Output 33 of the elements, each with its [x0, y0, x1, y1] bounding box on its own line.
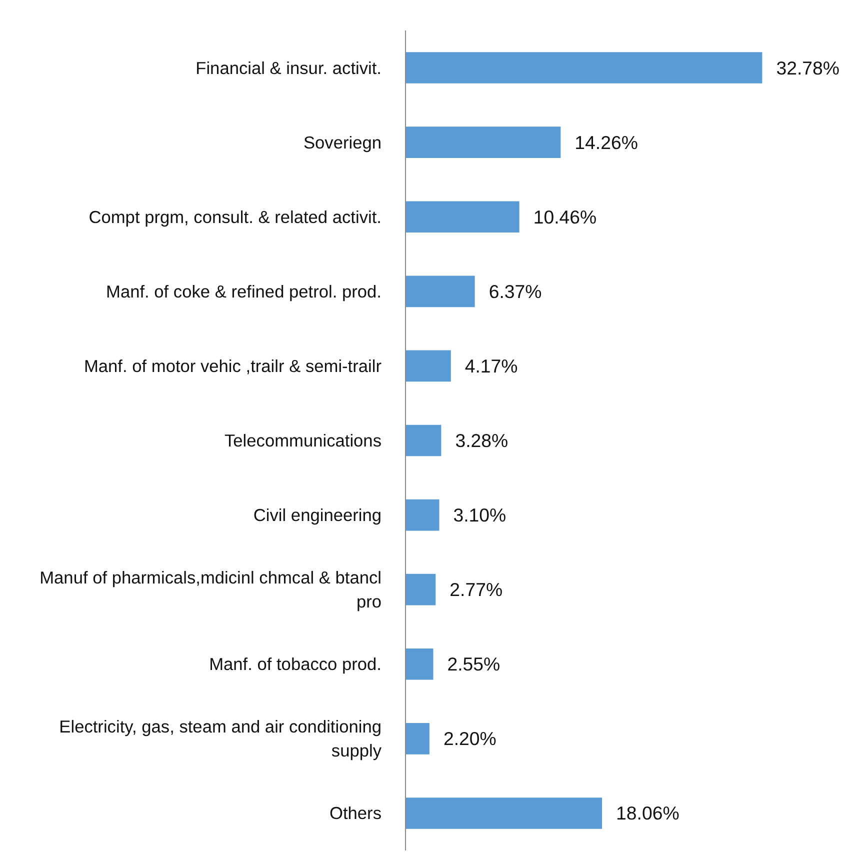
bar: [406, 798, 602, 829]
y-tick-label: Electricity, gas, steam and air conditioning supply: [59, 716, 382, 761]
bar: [406, 648, 434, 680]
bar: [406, 276, 475, 308]
y-tick-label: Manuf of pharmicals,mdicinl chmcal & btancl pro: [40, 568, 382, 612]
y-tick-label: Financial & insur. activit.: [196, 58, 382, 78]
bar: [406, 424, 442, 456]
y-tick-label: Compt prgm, consult. & related activit.: [88, 206, 382, 227]
data-label: 2.55%: [447, 654, 500, 675]
data-label: 4.17%: [464, 355, 518, 376]
y-tick-label: Manf. of tobacco prod.: [209, 654, 382, 674]
data-label: 10.46%: [533, 206, 597, 228]
data-label: 3.28%: [455, 430, 508, 451]
bar: [406, 201, 520, 233]
data-label: 18.06%: [616, 802, 680, 824]
y-tick-label: Others: [330, 803, 382, 824]
data-label: 3.10%: [453, 504, 506, 526]
bar: [406, 350, 451, 382]
y-tick-label: Manf. of motor vehic ,trailr & semi-trailr: [84, 356, 382, 376]
y-tick-label: Telecommunications: [224, 430, 382, 450]
y-tick-label: Civil engineering: [253, 505, 382, 526]
bar: [406, 574, 436, 606]
bar: [406, 723, 430, 754]
data-label: 2.20%: [443, 728, 496, 750]
data-label: 2.77%: [450, 579, 503, 600]
y-tick-label: Soveriegn: [303, 132, 382, 152]
bar: [406, 52, 762, 84]
data-label: 32.78%: [776, 57, 840, 78]
data-label: 14.26%: [574, 132, 638, 153]
y-tick-label: Manf. of coke & refined petrol. prod.: [106, 281, 382, 302]
data-label: 6.37%: [488, 280, 542, 302]
bar: [406, 126, 561, 158]
bar: [406, 499, 440, 531]
